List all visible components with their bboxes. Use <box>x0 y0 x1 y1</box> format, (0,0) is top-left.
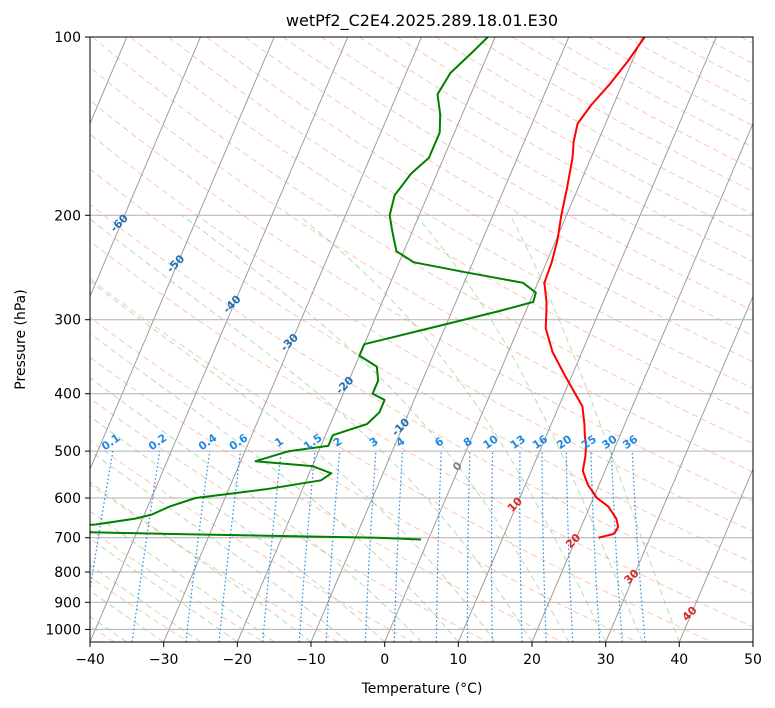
profile-lines <box>90 37 646 541</box>
isotherm-line <box>163 37 422 642</box>
mixing-ratio-line <box>631 451 646 642</box>
dry-adiabat <box>473 37 753 193</box>
moist-adiabat <box>90 415 386 642</box>
dry-adiabat <box>397 37 753 239</box>
moist-adiabat <box>90 510 275 642</box>
y-tick-label: 200 <box>54 208 81 224</box>
dry-adiabat <box>90 440 414 642</box>
x-tick-label: 0 <box>380 652 389 668</box>
dry-adiabat <box>359 37 753 262</box>
temperature-line <box>543 37 646 539</box>
isotherm-line <box>90 37 349 642</box>
x-tick-label: −40 <box>75 652 105 668</box>
y-axis: 100 200 300 400 500 600 700 800 900 1000 <box>45 30 90 638</box>
x-tick-label: −20 <box>223 652 253 668</box>
moist-adiabat <box>90 218 533 642</box>
moist-adiabat <box>90 280 496 642</box>
dry-adiabat <box>90 278 712 642</box>
y-tick-label: 700 <box>54 531 81 547</box>
x-tick-label: 10 <box>449 652 467 668</box>
isotherm-line <box>678 467 753 642</box>
dewpoint-line <box>90 37 537 541</box>
mixing-ratio-line <box>218 451 242 642</box>
mixing-ratio-line <box>298 451 316 642</box>
y-tick-label: 400 <box>54 387 81 403</box>
x-tick-label: 20 <box>523 652 541 668</box>
plot-frame <box>89 36 754 643</box>
dry-adiabat <box>168 37 753 389</box>
moist-adiabat <box>90 450 349 642</box>
dry-adiabat <box>90 203 753 595</box>
dry-adiabat <box>90 66 753 473</box>
y-tick-label: 900 <box>54 595 81 611</box>
isotherm-line <box>310 37 570 642</box>
isotherm-line <box>236 37 496 642</box>
dry-adiabat <box>90 133 753 533</box>
y-tick-label: 500 <box>54 444 81 460</box>
y-tick-label: 1000 <box>45 622 81 638</box>
moist-adiabat <box>90 332 459 642</box>
x-axis: −40 −30 −20 −10 0 10 20 30 40 50 <box>75 642 762 668</box>
isotherm-line <box>384 37 643 642</box>
y-axis-title: Pressure (hPa) <box>13 289 29 389</box>
moist-adiabat <box>90 377 422 642</box>
chart-title: wetPf2_C2E4.2025.289.18.01.E30 <box>286 11 558 31</box>
mixing-ratio-line <box>185 451 211 642</box>
dry-adiabat <box>90 529 264 642</box>
mixing-ratio-line <box>262 451 282 642</box>
moist-adiabat <box>298 214 607 642</box>
x-tick-label: 30 <box>597 652 615 668</box>
y-tick-label: 800 <box>54 565 81 581</box>
dry-adiabat <box>91 37 753 444</box>
dry-adiabat <box>90 168 753 563</box>
moist-adiabat <box>181 214 570 642</box>
dry-adiabat <box>90 483 339 642</box>
dry-adiabat <box>90 240 753 628</box>
isotherm-line <box>531 122 753 642</box>
isotherm-line <box>457 37 717 642</box>
mixing-ratio-line <box>131 451 161 642</box>
y-tick-label: 100 <box>54 30 81 46</box>
isotherm-line <box>90 37 201 298</box>
x-tick-label: −30 <box>149 652 179 668</box>
x-tick-label: −10 <box>296 652 326 668</box>
y-tick-label: 600 <box>54 491 81 507</box>
background-lines <box>90 37 753 642</box>
dry-adiabat <box>549 37 753 148</box>
x-tick-label: 40 <box>670 652 688 668</box>
moist-adiabat <box>90 564 201 642</box>
dry-adiabat <box>282 37 753 312</box>
isotherm-line <box>90 37 275 471</box>
moist-adiabat <box>90 537 238 642</box>
x-axis-title: Temperature (°C) <box>361 681 483 697</box>
x-tick-label: 50 <box>744 652 762 668</box>
isotherm-line <box>605 295 753 642</box>
y-tick-label: 300 <box>54 313 81 329</box>
dry-adiabat <box>90 316 638 642</box>
dry-adiabat <box>206 37 753 363</box>
